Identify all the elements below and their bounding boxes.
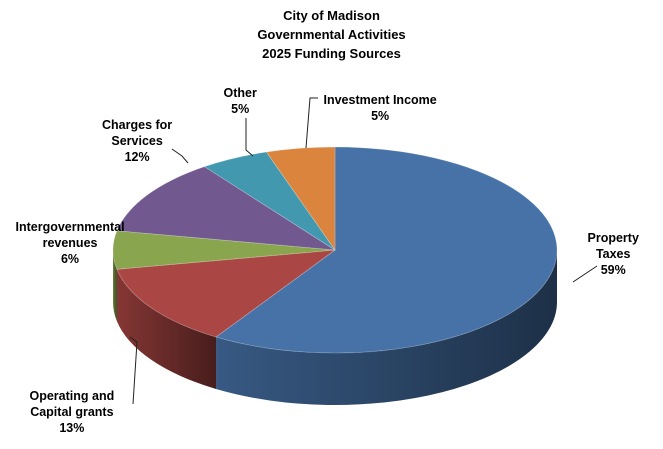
slice-intergovernmental-revenues	[112, 230, 336, 270]
slice-label-other: Other 5%	[224, 85, 257, 117]
slice-label-name: Intergovernmental	[15, 220, 125, 234]
slice-label-name: revenues	[42, 236, 98, 250]
slice-side-operating-and-capital-grants	[116, 269, 217, 389]
slice-label-operating-and-capital-grants: Operating and Capital grants 13%	[30, 388, 115, 436]
slice-label-name: Capital grants	[30, 405, 114, 419]
slice-label-charges-for-services: Charges for Services 12%	[102, 117, 172, 165]
slice-label-name: Services	[111, 134, 163, 148]
slice-charges-for-services	[116, 166, 336, 251]
slice-label-name: Operating and	[29, 389, 115, 403]
leader-line-investment-income	[305, 97, 318, 149]
slice-label-value: 13%	[59, 421, 85, 435]
slice-label-value: 5%	[371, 109, 390, 123]
slice-label-name: Taxes	[595, 247, 631, 261]
slice-side-property-taxes	[216, 250, 557, 405]
pie-tops	[112, 146, 558, 354]
chart-title-line-1: City of Madison	[283, 8, 380, 23]
slice-label-intergovernmental-revenues: Intergovernmental revenues 6%	[16, 219, 125, 267]
leader-line-operating-and-capital-grants	[129, 336, 138, 405]
leader-line-property-taxes	[572, 265, 598, 283]
slice-label-value: 12%	[124, 150, 150, 164]
slice-label-name: Property	[587, 231, 639, 245]
leader-line-other	[245, 118, 254, 157]
slice-label-name: Other	[223, 86, 257, 100]
slice-other	[203, 151, 336, 251]
slice-label-value: 5%	[231, 102, 250, 116]
slice-operating-and-capital-grants	[116, 249, 337, 338]
slice-side-intergovernmental-revenues	[113, 250, 117, 322]
slice-investment-income	[265, 146, 336, 252]
slice-label-value: 59%	[600, 263, 626, 277]
chart-title-line-2: Governmental Activities	[257, 27, 406, 42]
slice-property-taxes	[215, 146, 558, 354]
slice-label-name: Charges for	[102, 118, 173, 132]
chart-title-line-3: 2025 Funding Sources	[262, 46, 401, 61]
leader-line-charges-for-services	[171, 148, 189, 164]
slice-label-property-taxes: Property Taxes 59%	[588, 230, 639, 278]
pie-sides	[113, 250, 557, 405]
slice-label-investment-income: Investment Income 5%	[324, 92, 437, 124]
leader-lines	[129, 97, 598, 405]
slice-label-value: 6%	[60, 252, 80, 266]
slice-label-name: Investment Income	[323, 93, 437, 107]
